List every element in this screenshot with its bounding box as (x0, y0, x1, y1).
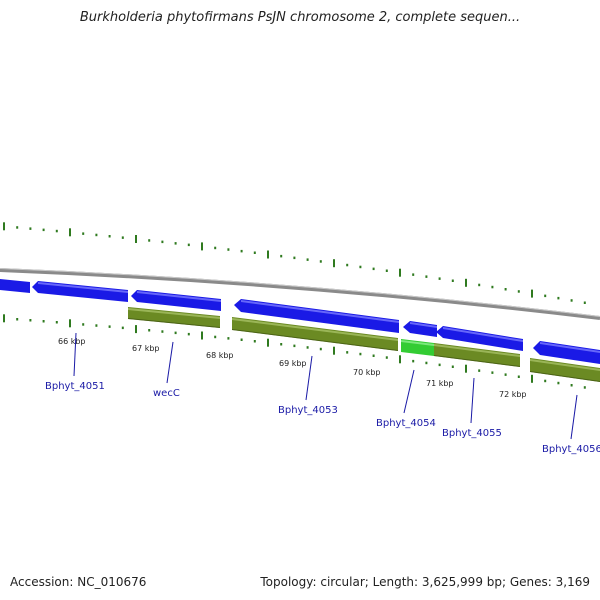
kbp-tick-label: 72 kbp (499, 390, 527, 399)
cds-feature[interactable] (32, 281, 128, 302)
gene-label[interactable]: Bphyt_4053 (278, 405, 338, 416)
kbp-tick-label: 67 kbp (132, 344, 160, 353)
gene-label[interactable]: Bphyt_4055 (442, 428, 502, 439)
cds-feature[interactable] (436, 326, 523, 351)
gene-label[interactable]: wecC (153, 388, 180, 399)
chromosome-backbone (0, 268, 600, 320)
cds-track (0, 279, 600, 364)
gene-label[interactable]: Bphyt_4054 (376, 418, 436, 429)
kbp-tick-labels: 66 kbp 67 kbp 68 kbp 69 kbp 70 kbp 71 kb… (58, 337, 527, 399)
cds-feature[interactable] (131, 290, 221, 311)
kbp-tick-label: 70 kbp (353, 368, 381, 377)
gene-feature[interactable] (232, 317, 398, 351)
gene-label-leaders (73, 332, 578, 440)
inner-tick-ring (3, 314, 586, 389)
gene-labels: Bphyt_4051 wecC Bphyt_4053 Bphyt_4054 Bp… (45, 381, 600, 455)
gene-label[interactable]: Bphyt_4056 (542, 444, 600, 455)
genome-summary-text: Topology: circular; Length: 3,625,999 bp… (260, 575, 590, 589)
kbp-tick-label: 69 kbp (279, 359, 307, 368)
cds-feature[interactable] (533, 341, 600, 364)
gene-label[interactable]: Bphyt_4051 (45, 381, 105, 392)
cds-feature[interactable] (234, 299, 399, 333)
kbp-tick-label: 71 kbp (426, 379, 454, 388)
accession-text: Accession: NC_010676 (10, 575, 147, 589)
gene-feature[interactable] (434, 343, 520, 367)
outer-tick-ring (3, 222, 586, 304)
map-title: Burkholderia phytofirmans PsJN chromosom… (79, 10, 521, 25)
cds-feature[interactable] (403, 321, 437, 337)
kbp-tick-label: 66 kbp (58, 337, 86, 346)
gene-track (128, 307, 600, 382)
gene-feature[interactable] (530, 358, 600, 382)
kbp-tick-label: 68 kbp (206, 351, 234, 360)
cds-feature[interactable] (0, 279, 30, 293)
